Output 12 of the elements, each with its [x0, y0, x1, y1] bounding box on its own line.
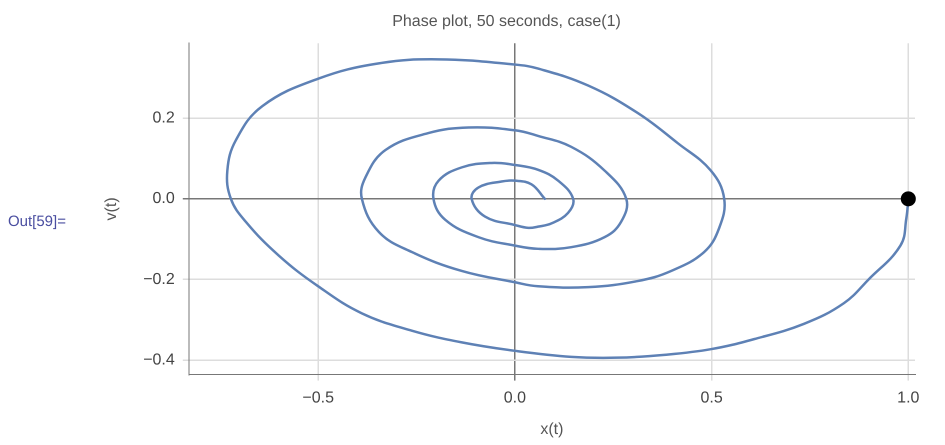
- x-tick-label: −0.5: [302, 390, 334, 407]
- chart-title: Phase plot, 50 seconds, case(1): [392, 13, 621, 30]
- y-tick-label: 0.0: [152, 190, 175, 208]
- y-tick-label: −0.2: [143, 270, 175, 288]
- y-tick-label: 0.2: [152, 110, 175, 127]
- y-tick-label: −0.4: [143, 351, 175, 368]
- x-tick-label: 1.0: [897, 390, 920, 407]
- x-tick-label: 0.5: [700, 390, 723, 407]
- y-axis-title: v(t): [103, 197, 120, 220]
- text: Out[59]=: [8, 213, 66, 230]
- x-tick-label: 0.0: [504, 390, 526, 407]
- x-axis-title: x(t): [540, 420, 564, 438]
